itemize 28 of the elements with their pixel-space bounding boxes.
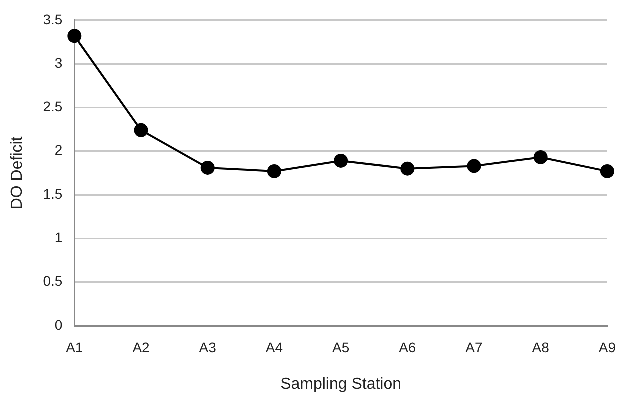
x-tick-label: A4	[266, 339, 284, 356]
x-axis-title: Sampling Station	[280, 376, 402, 393]
point	[68, 29, 82, 44]
x-tick-label: A9	[598, 339, 616, 356]
y-tick-label: 2	[54, 142, 63, 158]
y-axis-title: DO Deficit	[9, 136, 26, 210]
y-tick-label: 1.5	[43, 186, 63, 202]
x-tick-label: A7	[466, 339, 484, 356]
point	[200, 160, 215, 175]
y-tick-label: 2.5	[43, 98, 63, 115]
y-tick-label: 3	[54, 54, 63, 71]
x-tick-label: A6	[399, 339, 416, 356]
point	[400, 162, 415, 176]
point	[134, 123, 148, 138]
y-tick-label: 0	[54, 316, 63, 333]
point	[267, 164, 282, 178]
y-tick-label: 1	[54, 230, 63, 246]
x-tick-label: A5	[332, 339, 350, 356]
y-tick-label: 0.5	[43, 273, 63, 290]
x-tick-label: A8	[532, 339, 550, 356]
point	[334, 154, 348, 168]
x-tick-label: A1	[66, 339, 84, 356]
point	[600, 164, 614, 178]
x-tick-label: A3	[199, 339, 217, 356]
point	[534, 150, 548, 164]
x-tick-label: A2	[132, 339, 150, 356]
y-tick-label: 3.5	[43, 11, 63, 28]
point	[467, 159, 482, 174]
